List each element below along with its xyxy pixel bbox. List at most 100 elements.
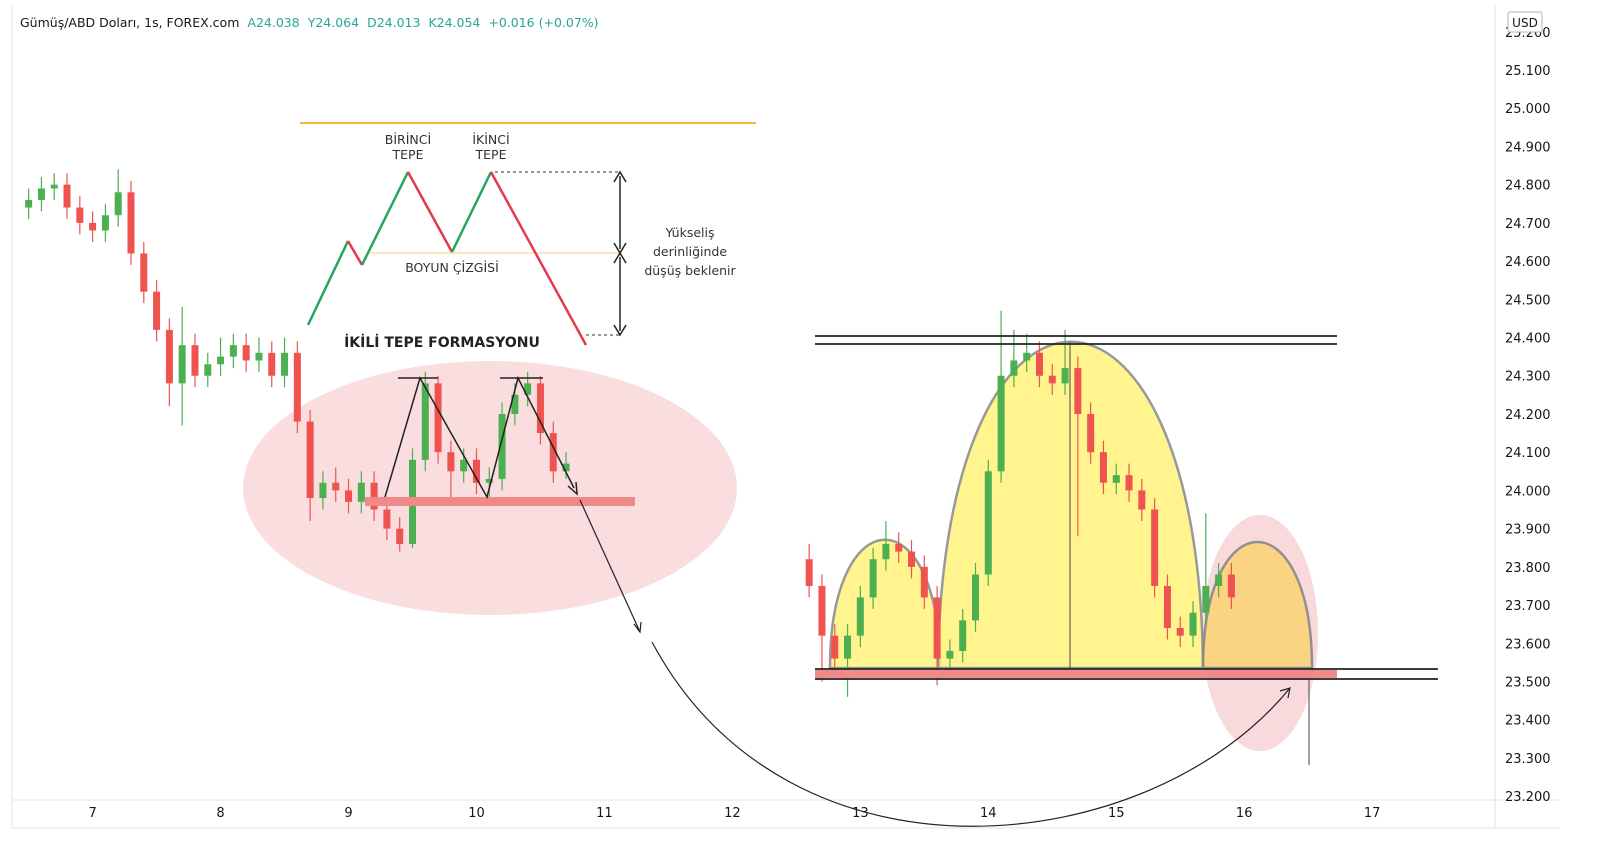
- candle-body: [447, 452, 455, 472]
- y-tick-label: 24.700: [1505, 217, 1551, 232]
- candles: [25, 169, 1235, 697]
- y-tick-label: 25.000: [1505, 102, 1551, 117]
- y-tick-label: 23.800: [1505, 561, 1551, 576]
- candle-body: [1087, 413, 1095, 453]
- annotation: derinliğinde: [653, 244, 727, 259]
- ohlc-low: D24.013: [367, 15, 420, 30]
- candle-body: [472, 459, 480, 483]
- candle-body: [268, 352, 276, 376]
- candle-body: [383, 509, 391, 529]
- x-tick-label: 13: [852, 806, 869, 821]
- y-tick-label: 23.700: [1505, 599, 1551, 614]
- candle-body: [434, 383, 442, 453]
- candle-body: [306, 421, 314, 499]
- candle-body: [1010, 360, 1018, 376]
- front-annotations: BİRİNCİ TEPE İKİNCİ TEPE BOYUN ÇİZGİSİ Y…: [300, 122, 1438, 827]
- candle-body: [191, 345, 199, 376]
- candle-body: [357, 482, 365, 502]
- candle-body: [421, 383, 429, 460]
- candle-body: [997, 375, 1005, 472]
- annotation: Yükseliş: [664, 225, 714, 240]
- neck-band: [815, 670, 1337, 678]
- y-tick-label: 23.600: [1505, 637, 1551, 652]
- y-tick-label: 24.200: [1505, 408, 1551, 423]
- candle-body: [178, 345, 186, 384]
- annotation: TEPE: [392, 147, 424, 162]
- ohlc-close: K24.054: [428, 15, 480, 30]
- candle-body: [984, 471, 992, 575]
- candle-body: [805, 559, 813, 586]
- y-tick-label: 24.600: [1505, 255, 1551, 270]
- currency-box: [1507, 11, 1543, 33]
- y-tick-label: 24.900: [1505, 140, 1551, 155]
- candle-body: [1074, 368, 1082, 414]
- header: Gümüş/ABD Doları, 1s, FOREX.com A24.038 Y2…: [20, 15, 599, 30]
- candle-body: [114, 192, 122, 216]
- schema-up: [360, 171, 410, 266]
- candle-body: [549, 433, 557, 472]
- x-tick-label: 8: [216, 806, 224, 821]
- projection-curve: [651, 641, 1291, 827]
- currency-label: USD: [1512, 16, 1538, 30]
- ohlc-high: Y24.064: [307, 15, 359, 30]
- candle-body: [856, 597, 864, 636]
- y-tick-label: 24.300: [1505, 370, 1551, 385]
- arrow-heads: [613, 170, 627, 337]
- candle-body: [1227, 574, 1235, 598]
- candle-body: [140, 253, 148, 292]
- candle-body: [281, 352, 289, 376]
- symbol: Gümüş/ABD Doları, 1s, FOREX.com: [20, 15, 239, 30]
- schema-down: [346, 240, 364, 266]
- y-tick-label: 23.300: [1505, 752, 1551, 767]
- candle-body: [460, 459, 468, 472]
- y-tick-label: 25.100: [1505, 64, 1551, 79]
- candle-body: [831, 635, 839, 659]
- support-band: [365, 497, 635, 506]
- candle-body: [1112, 475, 1120, 483]
- candle-body: [25, 199, 33, 208]
- candle-body: [1048, 375, 1056, 384]
- candle-body: [818, 585, 826, 636]
- x-tick-label: 10: [468, 806, 485, 821]
- x-tick-label: 9: [344, 806, 352, 821]
- y-tick-label: 24.000: [1505, 484, 1551, 499]
- candle-body: [1189, 612, 1197, 636]
- candle-body: [396, 528, 404, 544]
- x-tick-label: 12: [724, 806, 741, 821]
- candle-body: [485, 478, 493, 483]
- schema-up: [306, 240, 350, 326]
- schema-down: [406, 171, 454, 253]
- candle-body: [1125, 475, 1133, 491]
- candle-body: [1061, 368, 1069, 384]
- annotation: İKİNCİ: [472, 132, 509, 147]
- candle-body: [1202, 585, 1210, 613]
- x-tick-label: 16: [1236, 806, 1253, 821]
- candle-body: [1151, 509, 1159, 586]
- candle-body: [933, 597, 941, 659]
- schema-up: [450, 171, 493, 253]
- candle-body: [332, 482, 340, 491]
- candle-body: [50, 184, 58, 189]
- candle-body: [920, 566, 928, 598]
- link-line: [579, 499, 641, 633]
- candle-body: [844, 635, 852, 659]
- y-tick-label: 23.200: [1505, 790, 1551, 805]
- candle-body: [255, 352, 263, 361]
- candle-body: [1163, 585, 1171, 629]
- x-tick-label: 17: [1364, 806, 1381, 821]
- candle-body: [242, 345, 250, 361]
- candle-body: [37, 188, 45, 200]
- y-tick-label: 24.800: [1505, 179, 1551, 194]
- candle-body: [562, 463, 570, 472]
- candle-body: [498, 413, 506, 479]
- candle-body: [882, 543, 890, 560]
- y-tick-label: 24.400: [1505, 332, 1551, 347]
- candle-body: [524, 383, 532, 395]
- ohlc-open: A24.038: [247, 15, 299, 30]
- candle-body: [895, 543, 903, 552]
- candle-body: [165, 329, 173, 384]
- candle-body: [1023, 352, 1031, 361]
- x-tick-label: 7: [88, 806, 96, 821]
- ohlc-change: +0.016 (+0.07%): [488, 15, 598, 30]
- candle-body: [908, 551, 916, 567]
